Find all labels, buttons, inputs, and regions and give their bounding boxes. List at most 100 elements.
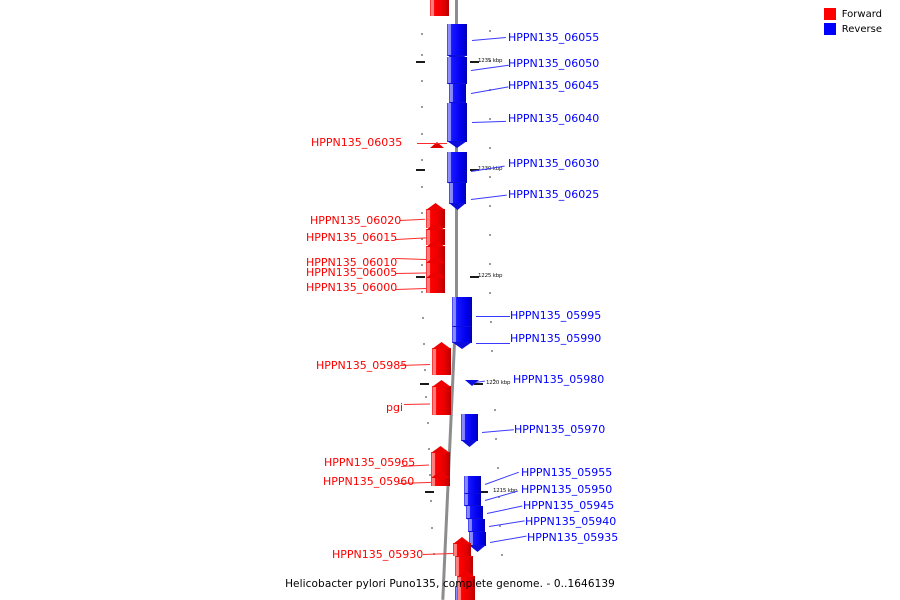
gene-label-HPPN135_06040[interactable]: HPPN135_06040 (508, 112, 600, 125)
gene-feature-HPPN135_05945[interactable] (466, 506, 483, 525)
gene-feature-HPPN135_06005[interactable] (426, 256, 445, 277)
gene-feature-HPPN135_05980[interactable] (465, 380, 479, 386)
gene-label-HPPN135_05935[interactable]: HPPN135_05935 (527, 531, 619, 544)
gene-label-HPPN135_05960[interactable]: HPPN135_05960 (323, 475, 415, 488)
feature-body (464, 494, 481, 506)
gene-feature-HPPN135_05940[interactable] (468, 519, 485, 538)
scale-tick-minor (421, 186, 423, 188)
feature-body (466, 506, 483, 519)
gene-label-HPPN135_05980[interactable]: HPPN135_05980 (513, 373, 605, 386)
gene-feature-HPPN135_06055[interactable] (447, 24, 467, 62)
feature-highlight (450, 84, 453, 103)
gene-label-pgi[interactable]: pgi (386, 401, 404, 414)
gene-label-HPPN135_06050[interactable]: HPPN135_06050 (508, 57, 600, 70)
gene-feature-HPPN135_06040[interactable] (447, 103, 467, 148)
gene-label-HPPN135_06045[interactable]: HPPN135_06045 (508, 79, 600, 92)
feature-arrowhead-icon (447, 141, 467, 148)
gene-label-HPPN135_05930[interactable]: HPPN135_05930 (332, 548, 424, 561)
gene-feature-HPPN135_05965[interactable] (431, 446, 450, 477)
gene-feature-HPPN135_06020[interactable] (426, 203, 445, 228)
leader-line (486, 505, 523, 514)
gene-label-HPPN135_05940[interactable]: HPPN135_05940 (525, 515, 617, 528)
gene-label-HPPN135_05950[interactable]: HPPN135_05950 (521, 483, 613, 496)
gene-feature-HPPN135_05950[interactable] (464, 494, 481, 512)
leader-line (422, 552, 453, 555)
gene-label-HPPN135_05990[interactable]: HPPN135_05990 (510, 332, 602, 345)
gene-feature-HPPN135_05970[interactable] (461, 414, 478, 447)
scale-tick-minor (423, 343, 426, 345)
feature-body (452, 297, 472, 327)
feature-arrowhead-icon (432, 380, 451, 387)
gene-feature-HPPN135_06010[interactable] (426, 240, 445, 262)
feature-highlight (433, 386, 436, 415)
gene-label-HPPN135_06020[interactable]: HPPN135_06020 (310, 214, 402, 227)
gene-label-HPPN135_05995[interactable]: HPPN135_05995 (510, 309, 602, 322)
feature-body (426, 277, 445, 293)
gene-label-HPPN135_06000[interactable]: HPPN135_06000 (306, 281, 398, 294)
feature-highlight (432, 452, 435, 477)
gene-label-HPPN135_06055[interactable]: HPPN135_06055 (508, 31, 600, 44)
feature-arrowhead-icon (431, 471, 450, 478)
scale-tick-label: 1235 kbp (478, 58, 503, 64)
gene-feature-HPPN135_06050[interactable] (447, 57, 467, 90)
gene-feature-HPPN135_06025[interactable] (449, 183, 466, 210)
feature-highlight (448, 24, 451, 56)
feature-body (447, 24, 467, 56)
genome-backbone-upper (455, 0, 458, 300)
scale-tick-major (478, 491, 488, 493)
leader-line (476, 343, 510, 344)
feature-arrowhead-icon (426, 240, 445, 247)
feature-highlight (427, 246, 430, 262)
feature-highlight (448, 57, 451, 84)
scale-tick-minor (421, 33, 423, 35)
gene-label-HPPN135_05985[interactable]: HPPN135_05985 (316, 359, 408, 372)
gene-label-HPPN135_06005[interactable]: HPPN135_06005 (306, 266, 398, 279)
scale-tick-minor (489, 263, 491, 265)
scale-tick-minor (421, 317, 424, 319)
gene-feature-HPPN135_06045[interactable] (449, 84, 466, 109)
gene-feature-HPPN135_05930[interactable] (453, 537, 471, 556)
gene-label-HPPN135_06010[interactable]: HPPN135_06010 (306, 256, 398, 269)
gene-label-HPPN135_06025[interactable]: HPPN135_06025 (508, 188, 600, 201)
feature-arrowhead-icon (426, 271, 445, 278)
leader-line (470, 64, 509, 71)
gene-label-HPPN135_06035[interactable]: HPPN135_06035 (311, 136, 403, 149)
gene-feature-unlabeled-0[interactable] (430, 0, 449, 16)
gene-label-HPPN135_05955[interactable]: HPPN135_05955 (521, 466, 613, 479)
gene-feature-HPPN135_06000[interactable] (426, 271, 445, 293)
scale-tick-minor (489, 60, 491, 62)
gene-label-HPPN135_05965[interactable]: HPPN135_05965 (324, 456, 416, 469)
gene-feature-pgi[interactable] (432, 380, 451, 415)
scale-tick-label: 1215 kbp (493, 488, 518, 494)
gene-label-HPPN135_05945[interactable]: HPPN135_05945 (523, 499, 615, 512)
gene-feature-HPPN135_06015[interactable] (426, 223, 445, 245)
feature-body (453, 543, 471, 556)
gene-feature-HPPN135_05995[interactable] (452, 297, 472, 333)
feature-body (447, 152, 467, 183)
gene-label-HPPN135_06015[interactable]: HPPN135_06015 (306, 231, 398, 244)
gene-feature-HPPN135_05985[interactable] (432, 342, 451, 375)
gene-label-HPPN135_06030[interactable]: HPPN135_06030 (508, 157, 600, 170)
gene-feature-HPPN135_06035[interactable] (430, 142, 444, 148)
gene-feature-HPPN135_05990[interactable] (452, 327, 472, 349)
leader-line (489, 535, 527, 543)
feature-highlight (448, 103, 451, 142)
leader-line (471, 37, 506, 41)
feature-body (447, 103, 467, 142)
leader-line (484, 471, 519, 485)
gene-label-HPPN135_05970[interactable]: HPPN135_05970 (514, 423, 606, 436)
scale-tick-major (416, 61, 425, 63)
feature-body (431, 477, 450, 486)
feature-body (449, 84, 466, 103)
gene-feature-HPPN135_05935[interactable] (469, 532, 486, 552)
gene-feature-HPPN135_06030[interactable] (447, 152, 467, 189)
gene-feature-unlabeled-3[interactable] (457, 570, 475, 600)
scale-tick-minor (421, 54, 423, 56)
gene-feature-HPPN135_05960[interactable] (431, 471, 450, 486)
feature-highlight (470, 532, 473, 546)
feature-body (457, 576, 475, 600)
scale-tick-minor (421, 238, 423, 240)
gene-feature-HPPN135_05955[interactable] (464, 476, 481, 500)
feature-arrowhead-icon (426, 203, 445, 210)
feature-body (426, 209, 445, 228)
